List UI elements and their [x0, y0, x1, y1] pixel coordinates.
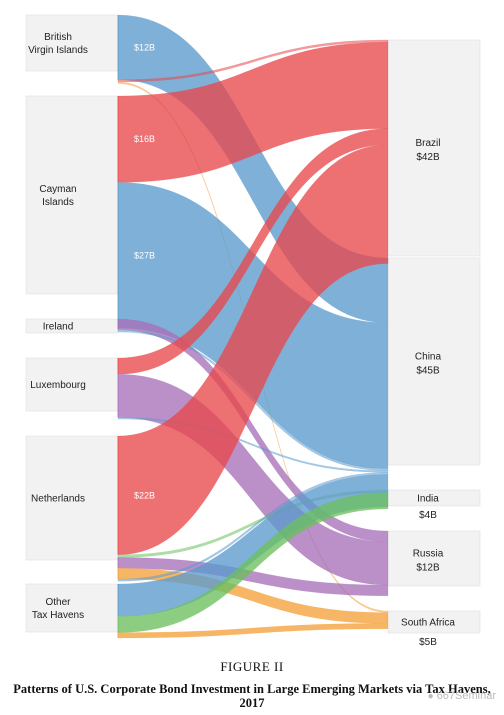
- flow-value-label: $22B: [134, 490, 155, 500]
- destination-label-china: China: [415, 352, 442, 363]
- source-label-cayman-islands: Cayman Islands: [39, 184, 76, 208]
- destination-labels: Brazil $42B China $45B India $4B Russia $12B Sou…: [401, 138, 455, 648]
- destination-value-china: $45B: [416, 366, 440, 377]
- source-label-netherlands: Netherlands: [31, 494, 85, 505]
- destination-value-india: $4B: [419, 510, 437, 521]
- flow-netherlands-to-brazil: [117, 144, 389, 555]
- destination-node-brazil: [387, 39, 481, 257]
- destination-label-india: India: [417, 494, 439, 505]
- source-label-british-virgin-islands: British Virgin Islands: [28, 32, 88, 56]
- flow-value-label: $27B: [134, 250, 155, 260]
- flow-other-tax-havens-to-south-africa: [117, 623, 389, 639]
- nodes: [25, 14, 481, 634]
- source-node-cayman-islands: [25, 95, 119, 295]
- destination-node-china: [387, 257, 481, 466]
- wechat-icon: ●: [427, 691, 434, 702]
- destination-label-brazil: Brazil: [415, 138, 440, 149]
- figure-number: FIGURE II: [220, 659, 284, 674]
- flow-labels: $12B $16B $27B $22B: [134, 42, 155, 500]
- flow-other-tax-havens-to-india: [117, 492, 389, 633]
- source-node-british-virgin-islands: [25, 14, 119, 72]
- source-node-netherlands: [25, 435, 119, 561]
- destination-label-south-africa: South Africa: [401, 618, 455, 629]
- sankey-diagram: $12B $16B $27B $22B British Virgin Islands Cay…: [25, 14, 481, 648]
- source-label-luxembourg: Luxembourg: [30, 380, 86, 391]
- destination-label-russia: Russia: [413, 549, 444, 560]
- watermark-text: 667Seminar: [436, 690, 496, 702]
- destination-value-south-africa: $5B: [419, 637, 437, 648]
- source-labels: British Virgin Islands Cayman Islands Irelan…: [28, 32, 88, 621]
- flows: [117, 14, 389, 639]
- destination-node-russia: [387, 530, 481, 587]
- destination-value-brazil: $42B: [416, 152, 440, 163]
- watermark: ● 667Seminar: [428, 690, 496, 702]
- figure-title: Patterns of U.S. Corporate Bond Investme…: [13, 682, 491, 710]
- destination-value-russia: $12B: [416, 563, 440, 574]
- source-node-other-tax-havens: [25, 583, 119, 633]
- source-node-luxembourg: [25, 357, 119, 412]
- flow-value-label: $12B: [134, 42, 155, 52]
- source-label-ireland: Ireland: [43, 322, 74, 333]
- flow-value-label: $16B: [134, 134, 155, 144]
- source-label-other-tax-havens: Other Tax Havens: [32, 597, 84, 621]
